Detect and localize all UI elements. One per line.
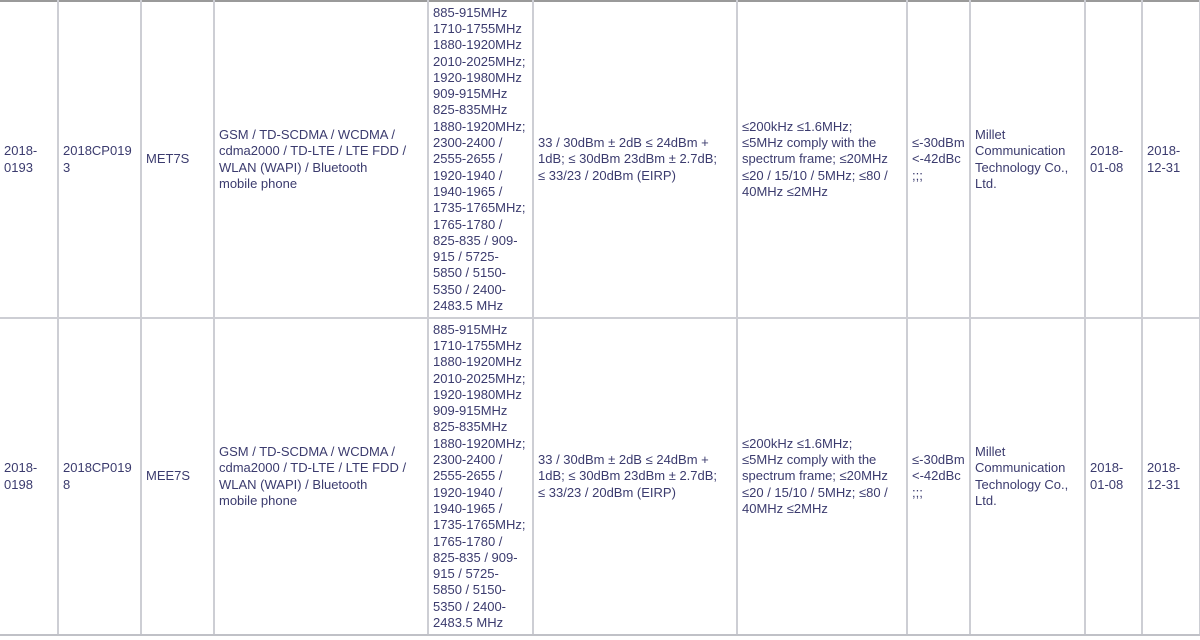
cell-tx-power: 33 / 30dBm ± 2dB ≤ 24dBm + 1dB; ≤ 30dBm … bbox=[532, 317, 738, 636]
table-row: 2018- 0198 2018CP0198 MEE7S GSM / TD-SCD… bbox=[0, 317, 1200, 636]
cell-model: MET7S bbox=[140, 0, 215, 319]
cell-applicant: Millet Communication Technology Co., Ltd… bbox=[969, 0, 1086, 319]
table-row: 2018- 0193 2018CP0193 MET7S GSM / TD-SCD… bbox=[0, 0, 1200, 319]
cell-applicant: Millet Communication Technology Co., Ltd… bbox=[969, 317, 1086, 636]
cell-cert-number: 2018CP0198 bbox=[57, 317, 142, 636]
cell-occupied-bandwidth: ≤200kHz ≤1.6MHz; ≤5MHz comply with the s… bbox=[736, 317, 908, 636]
cell-occupied-bandwidth: ≤200kHz ≤1.6MHz; ≤5MHz comply with the s… bbox=[736, 0, 908, 319]
cell-frequency-ranges: 885-915MHz 1710-1755MHz 1880-1920MHz 201… bbox=[427, 317, 534, 636]
cell-valid-until: 2018- 12-31 bbox=[1141, 0, 1200, 319]
cell-record-id: 2018- 0193 bbox=[0, 0, 59, 319]
cell-tx-power: 33 / 30dBm ± 2dB ≤ 24dBm + 1dB; ≤ 30dBm … bbox=[532, 0, 738, 319]
cell-record-id: 2018- 0198 bbox=[0, 317, 59, 636]
cell-spurious-emission: ≤-30dBm <-42dBc ;;; bbox=[906, 317, 971, 636]
cell-spurious-emission: ≤-30dBm <-42dBc ;;; bbox=[906, 0, 971, 319]
cell-cert-number: 2018CP0193 bbox=[57, 0, 142, 319]
cell-model: MEE7S bbox=[140, 317, 215, 636]
cell-valid-until: 2018- 12-31 bbox=[1141, 317, 1200, 636]
cell-issue-date: 2018- 01-08 bbox=[1084, 0, 1143, 319]
cell-product-description: GSM / TD-SCDMA / WCDMA / cdma2000 / TD-L… bbox=[213, 317, 429, 636]
cell-issue-date: 2018- 01-08 bbox=[1084, 317, 1143, 636]
cell-frequency-ranges: 885-915MHz 1710-1755MHz 1880-1920MHz 201… bbox=[427, 0, 534, 319]
cell-product-description: GSM / TD-SCDMA / WCDMA / cdma2000 / TD-L… bbox=[213, 0, 429, 319]
